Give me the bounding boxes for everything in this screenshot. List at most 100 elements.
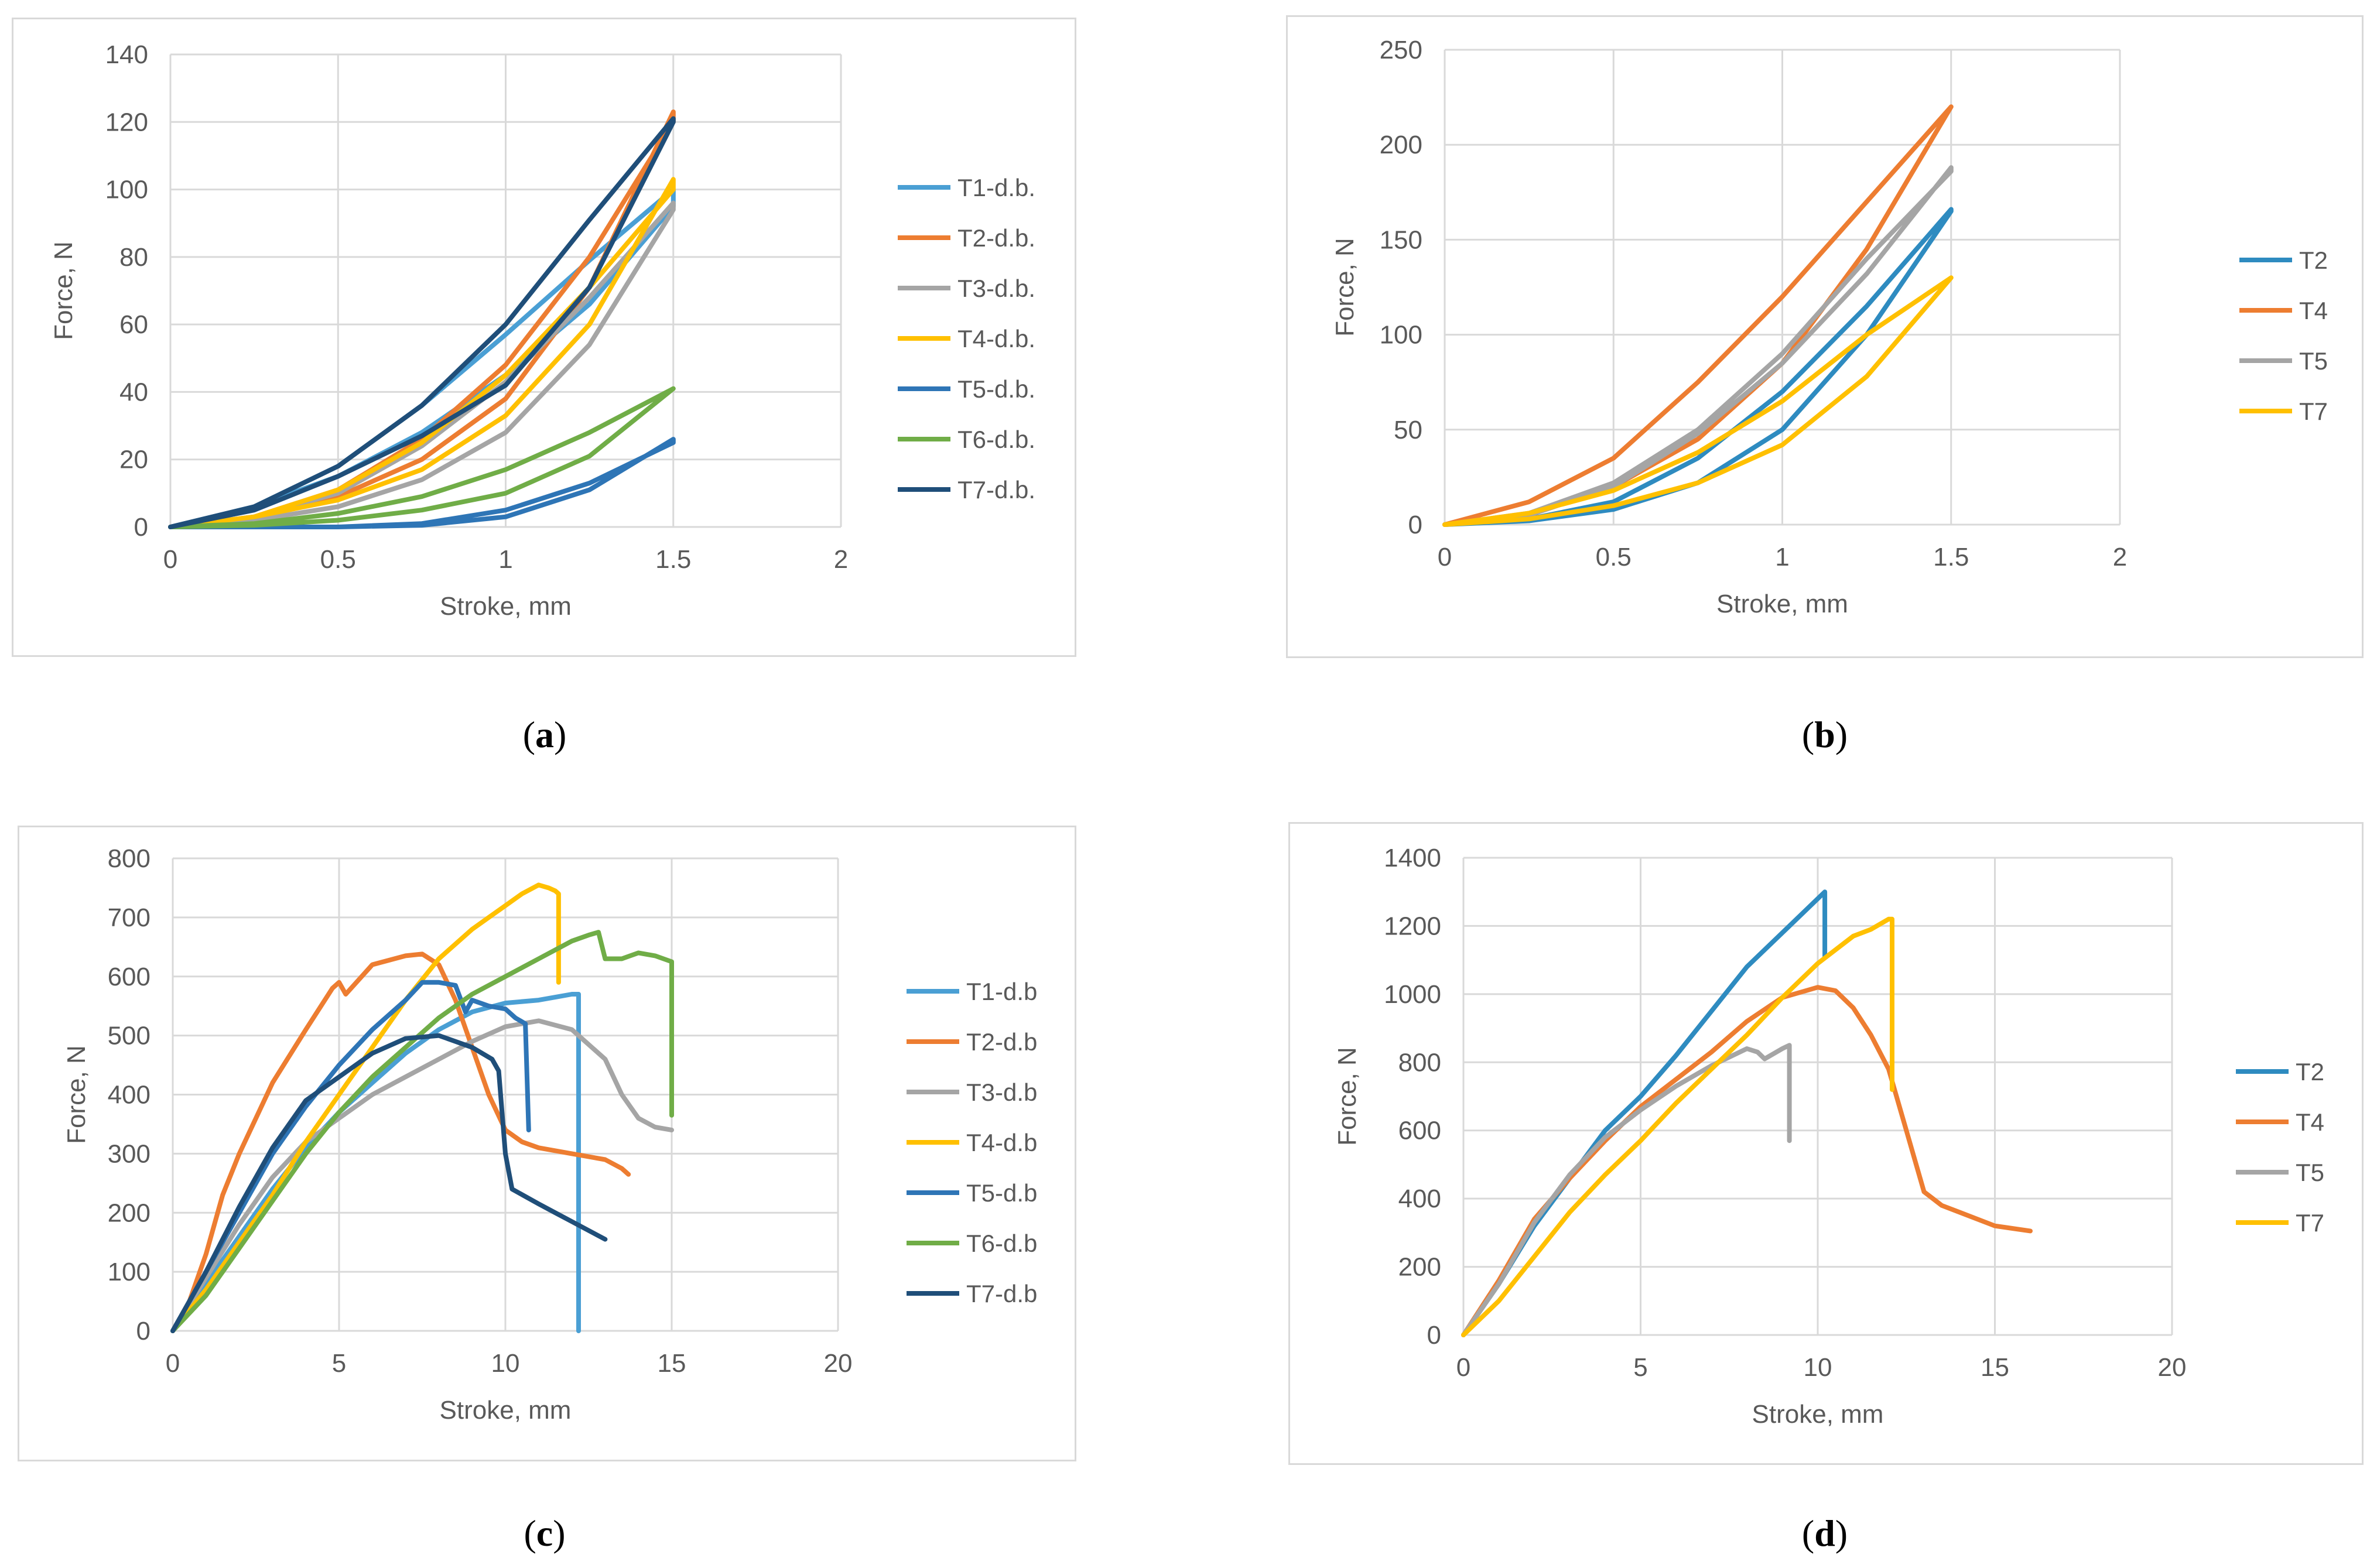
chart-b-ytick-label: 100 <box>1380 321 1422 350</box>
chart-c-series-line <box>170 1018 674 1333</box>
chart-d-ytick-label: 1400 <box>1384 844 1441 872</box>
chart-c-ytick-label: 600 <box>108 963 151 991</box>
chart-a-series-line <box>168 116 676 529</box>
chart-c-series-line <box>170 930 674 1333</box>
chart-b-xtick-label: 1.5 <box>1933 543 1969 571</box>
chart-d-series-line <box>1461 985 2033 1337</box>
chart-d-y-axis-label: Force, N <box>1333 1047 1362 1146</box>
chart-d-ytick-label: 0 <box>1427 1321 1441 1350</box>
chart-a-ytick-label: 120 <box>105 108 148 136</box>
chart-c-ytick-label: 400 <box>108 1081 151 1110</box>
chart-c-legend-label: T5-d.b <box>966 1179 1037 1207</box>
caption-d-letter: d <box>1814 1512 1835 1554</box>
chart-b-ytick-label: 0 <box>1408 511 1422 539</box>
chart-a-ytick-label: 140 <box>105 40 148 69</box>
caption-b-letter: b <box>1814 714 1835 755</box>
chart-a-series-line <box>168 386 676 529</box>
chart-c-ytick-label: 200 <box>108 1199 151 1227</box>
chart-a-xtick-label: 1 <box>498 545 512 574</box>
chart-c-series-line <box>170 882 561 1333</box>
chart-c-series-line <box>170 1033 608 1333</box>
chart-d-xtick-label: 5 <box>1633 1353 1647 1382</box>
caption-d-open: ( <box>1801 1512 1815 1554</box>
caption-c-close: ) <box>553 1512 566 1554</box>
chart-d-ytick-label: 1000 <box>1384 980 1441 1009</box>
chart-c-xtick-label: 15 <box>658 1349 686 1378</box>
chart-d-series-line <box>1461 1043 1792 1337</box>
chart-c-legend-label: T2-d.b <box>966 1028 1037 1056</box>
chart-a-xtick-label: 2 <box>834 545 848 574</box>
chart-d-ytick-label: 1200 <box>1384 912 1441 940</box>
chart-a-ytick-label: 100 <box>105 176 148 204</box>
chart-d-legend-label: T2 <box>2296 1058 2324 1086</box>
chart-b-series-line <box>1442 275 1954 527</box>
chart-b-y-axis-label: Force, N <box>1331 238 1359 337</box>
chart-a-legend-label: T7-d.b. <box>957 476 1035 504</box>
chart-panel-a: 0 20 40 60 80 100 120 140 0 0.5 1 1.5 2 Stroke, mm For… <box>12 18 1076 657</box>
chart-d-xtick-label: 0 <box>1456 1353 1470 1382</box>
caption-d-close: ) <box>1835 1512 1848 1554</box>
chart-c-series-line <box>170 992 581 1333</box>
chart-c-svg: 0 100 200 300 400 500 600 700 800 0 5 10 15 20 Stroke,… <box>62 844 1037 1425</box>
chart-a-legend-label: T1-d.b. <box>957 174 1035 201</box>
chart-b-ytick-label: 50 <box>1394 416 1422 444</box>
caption-c-letter: c <box>536 1512 553 1554</box>
chart-d-xtick-label: 15 <box>1981 1353 2009 1382</box>
chart-a-y-axis-label: Force, N <box>49 241 78 340</box>
chart-d-svg: 0 200 400 600 800 1000 1200 1400 0 5 10 15 20 Stroke,… <box>1333 844 2324 1429</box>
chart-b-xtick-label: 0 <box>1438 543 1452 571</box>
chart-panel-b: 0 50 100 150 200 250 0 0.5 1 1.5 2 Stroke, mm Force,… <box>1286 15 2364 658</box>
chart-b-ytick-label: 150 <box>1380 225 1422 254</box>
chart-c-ytick-label: 800 <box>108 844 151 873</box>
chart-a-series-line <box>168 177 676 529</box>
chart-d-legend-label: T7 <box>2296 1209 2324 1237</box>
caption-b: (b) <box>1708 713 1942 756</box>
chart-c-ytick-label: 0 <box>136 1317 151 1346</box>
chart-b-legend-label: T7 <box>2299 398 2328 425</box>
chart-panel-c: 0 100 200 300 400 500 600 700 800 0 5 10 15 20 Stroke,… <box>18 826 1076 1461</box>
chart-a-svg: 0 20 40 60 80 100 120 140 0 0.5 1 1.5 2 Stroke, mm For… <box>49 40 1035 621</box>
chart-c-legend-label: T1-d.b <box>966 978 1037 1005</box>
chart-a-ytick-label: 60 <box>119 310 148 339</box>
chart-d-legend-label: T4 <box>2296 1108 2324 1136</box>
chart-b-ytick-label: 250 <box>1380 36 1422 64</box>
chart-a-legend-label: T2-d.b. <box>957 224 1035 252</box>
chart-c-legend-label: T7-d.b <box>966 1280 1037 1307</box>
chart-a-legend-label: T4-d.b. <box>957 325 1035 352</box>
chart-a-legend-label: T5-d.b. <box>957 375 1035 403</box>
chart-c-legend-label: T4-d.b <box>966 1129 1037 1156</box>
chart-b-series-line <box>1442 104 1954 527</box>
chart-c-ytick-label: 500 <box>108 1022 151 1050</box>
chart-d-ytick-label: 800 <box>1398 1048 1441 1077</box>
caption-a-open: ( <box>522 714 535 755</box>
chart-a-ytick-label: 80 <box>119 243 148 272</box>
chart-a-ytick-label: 0 <box>134 513 148 542</box>
chart-a-series-line <box>168 437 676 529</box>
chart-c-ytick-label: 100 <box>108 1258 151 1286</box>
caption-b-open: ( <box>1801 714 1815 755</box>
chart-b-xtick-label: 2 <box>2113 543 2127 571</box>
chart-b-legend-label: T5 <box>2299 347 2328 375</box>
chart-c-legend-label: T6-d.b <box>966 1230 1037 1257</box>
chart-d-series-line <box>1461 889 1828 1337</box>
chart-b-svg: 0 50 100 150 200 250 0 0.5 1 1.5 2 Stroke, mm Force,… <box>1331 36 2328 618</box>
chart-a-xtick-label: 0 <box>163 545 177 574</box>
chart-d-ytick-label: 200 <box>1398 1253 1441 1282</box>
chart-b-xtick-label: 0.5 <box>1596 543 1632 571</box>
chart-a-legend-label: T3-d.b. <box>957 275 1035 302</box>
chart-b-series-line <box>1442 207 1954 527</box>
chart-c-ytick-label: 700 <box>108 903 151 932</box>
chart-d-x-axis-label: Stroke, mm <box>1752 1400 1884 1429</box>
chart-b-legend-label: T4 <box>2299 297 2328 324</box>
chart-b-x-axis-label: Stroke, mm <box>1716 590 1848 618</box>
caption-d: (d) <box>1708 1512 1942 1555</box>
chart-c-xtick-label: 5 <box>332 1349 346 1378</box>
chart-a-x-axis-label: Stroke, mm <box>440 592 572 621</box>
chart-a-xtick-label: 1.5 <box>655 545 691 574</box>
chart-c-series-line <box>170 980 531 1333</box>
chart-a-legend-label: T6-d.b. <box>957 426 1035 453</box>
caption-b-close: ) <box>1835 714 1848 755</box>
chart-c-y-axis-label: Force, N <box>62 1045 91 1144</box>
chart-b-series-line <box>1442 165 1954 527</box>
chart-d-ytick-label: 600 <box>1398 1117 1441 1145</box>
